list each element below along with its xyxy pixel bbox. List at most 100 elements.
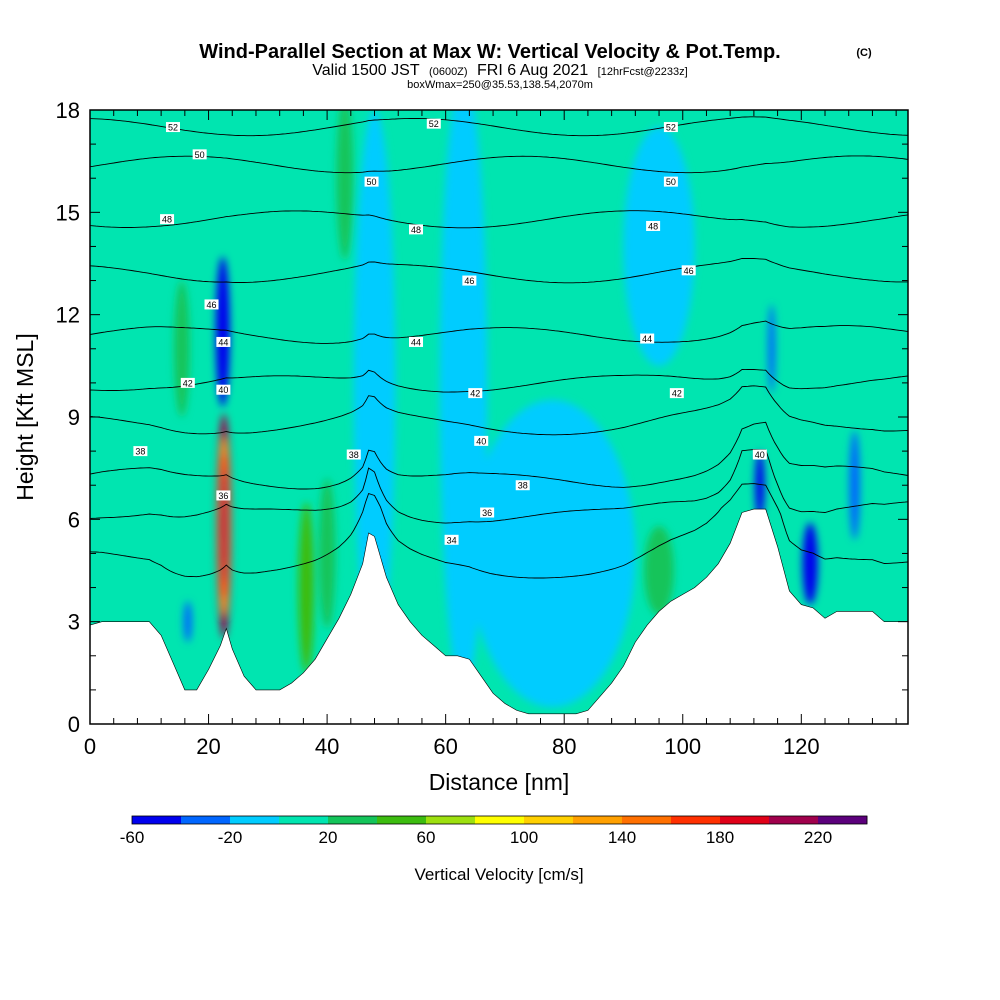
isoline-label: 50 xyxy=(663,176,678,187)
isoline-label: 42 xyxy=(180,377,195,388)
isoline-label-box xyxy=(444,534,459,545)
isoline-label-text: 40 xyxy=(218,385,228,395)
isoline-label-box xyxy=(346,449,361,460)
velocity-feature-shape xyxy=(215,256,230,407)
theta-isoline xyxy=(90,421,908,490)
velocity-feature-shape xyxy=(623,127,695,366)
isoline-label-text: 42 xyxy=(672,389,682,399)
isoline-label-text: 38 xyxy=(518,481,528,491)
isoline-label-box xyxy=(640,333,655,344)
colorbar-ticks: -60 -20 20 60 100 140 180 220 xyxy=(120,828,832,847)
x-tick-label: 60 xyxy=(433,734,457,759)
isoline-label-text: 40 xyxy=(476,436,486,446)
isoline-label: 48 xyxy=(646,220,661,231)
isoline-label: 38 xyxy=(133,446,148,457)
colorbar-tick-label: 140 xyxy=(608,828,636,847)
colorbar-swatch xyxy=(720,816,770,824)
isoline-label: 40 xyxy=(216,384,231,395)
velocity-feature-shape xyxy=(469,399,636,707)
isoline-label-text: 50 xyxy=(367,177,377,187)
isoline-label-box xyxy=(192,149,207,160)
isoline-label-text: 46 xyxy=(684,266,694,276)
velocity-feature-shape xyxy=(849,430,860,540)
isoline-label-text: 38 xyxy=(135,447,145,457)
isoline-label: 52 xyxy=(663,122,678,133)
velocity-feature-shape xyxy=(755,451,765,520)
chart-subtitle: Valid 1500 JST (0600Z) FRI 6 Aug 2021 [1… xyxy=(312,62,687,79)
isoline-label-text: 38 xyxy=(349,450,359,460)
colorbar-swatch xyxy=(181,816,231,824)
isoline-label: 36 xyxy=(480,507,495,518)
isoline-label: 44 xyxy=(409,336,424,347)
x-axis: 0 20 40 60 80 100 120 xyxy=(84,110,897,759)
colorbar xyxy=(131,815,868,825)
y-tick-label: 12 xyxy=(56,303,80,328)
isoline-label-text: 48 xyxy=(162,215,172,225)
theta-isoline xyxy=(90,116,908,137)
isoline-label-text: 50 xyxy=(666,177,676,187)
velocity-feature xyxy=(215,256,230,407)
isoline-label-text: 50 xyxy=(195,150,205,160)
chart-title-mark: (C) xyxy=(856,47,872,59)
isoline-label-box xyxy=(515,480,530,491)
x-tick-label: 80 xyxy=(552,734,576,759)
potential-temperature-isolines xyxy=(90,116,908,579)
x-tick-label: 40 xyxy=(315,734,339,759)
isoline-label-text: 48 xyxy=(411,225,421,235)
velocity-feature-shape xyxy=(174,280,190,417)
colorbar-swatch xyxy=(524,816,574,824)
colorbar-swatch xyxy=(279,816,329,824)
velocity-feature xyxy=(336,110,354,261)
isoline-label-text: 40 xyxy=(755,450,765,460)
isoline-label-text: 46 xyxy=(207,300,217,310)
isoline-labels: 52 52 52 50 50 50 48 48 48 46 46 46 44 44 44 42 42 42 40 40… xyxy=(133,118,767,545)
colorbar-tick-label: -60 xyxy=(120,828,145,847)
isoline-label: 36 xyxy=(216,490,231,501)
colorbar-swatch xyxy=(230,816,280,824)
velocity-feature xyxy=(174,280,190,417)
isoline-label-text: 44 xyxy=(642,334,652,344)
x-tick-label: 0 xyxy=(84,734,96,759)
isoline-label: 34 xyxy=(444,534,459,545)
isoline-label: 52 xyxy=(426,118,441,129)
isoline-label-text: 36 xyxy=(482,508,492,518)
velocity-feature-shape xyxy=(802,522,818,605)
theta-isoline xyxy=(90,155,908,174)
isoline-label: 38 xyxy=(346,449,361,460)
isoline-label-box xyxy=(216,490,231,501)
isoline-label-text: 44 xyxy=(218,337,228,347)
isoline-label: 46 xyxy=(204,299,219,310)
colorbar-frame xyxy=(131,815,868,825)
terrain xyxy=(90,508,908,724)
chart-box-info: boxWmax=250@35.53,138.54,2070m xyxy=(407,79,593,91)
isoline-label-box xyxy=(364,176,379,187)
isoline-label-box xyxy=(204,299,219,310)
y-tick-label: 0 xyxy=(68,712,80,737)
isoline-label-text: 52 xyxy=(666,123,676,133)
theta-isoline xyxy=(90,369,908,393)
velocity-feature-shape xyxy=(768,304,776,394)
isoline-label: 48 xyxy=(160,214,175,225)
isoline-label-box xyxy=(409,336,424,347)
isoline-label-box xyxy=(681,265,696,276)
colorbar-tick-label: 20 xyxy=(319,828,338,847)
theta-isoline xyxy=(90,258,908,284)
velocity-feature-shape xyxy=(644,526,674,615)
theta-isoline xyxy=(90,385,908,436)
isoline-label-text: 46 xyxy=(464,276,474,286)
isoline-label-box xyxy=(133,446,148,457)
isoline-label: 42 xyxy=(669,388,684,399)
isoline-label-text: 52 xyxy=(168,123,178,133)
isoline-label-text: 34 xyxy=(447,535,457,545)
plot-area: 52 52 52 50 50 50 48 48 48 46 46 46 44 44 44 42 42 42 40 40… xyxy=(90,110,908,724)
y-tick-label: 3 xyxy=(68,610,80,635)
subtitle-fcst: [12hrFcst@2233z] xyxy=(598,66,688,78)
isoline-label: 48 xyxy=(409,224,424,235)
colorbar-swatch xyxy=(377,816,427,824)
isoline-label-box xyxy=(646,220,661,231)
colorbar-tick-label: 60 xyxy=(417,828,436,847)
isoline-label-box xyxy=(663,176,678,187)
velocity-feature xyxy=(216,413,232,639)
